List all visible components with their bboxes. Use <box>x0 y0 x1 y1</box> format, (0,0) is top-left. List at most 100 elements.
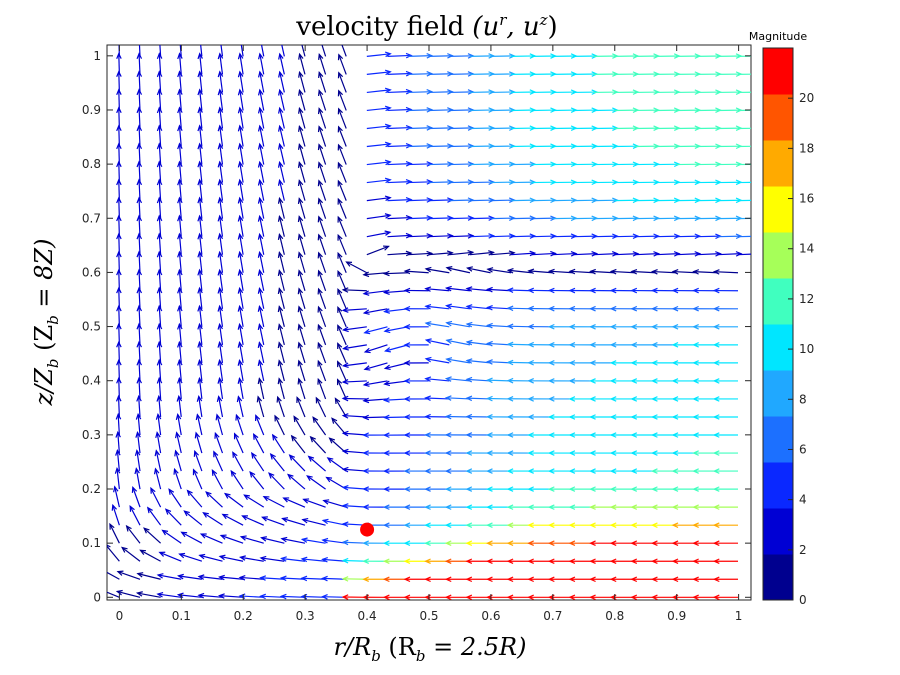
velocity-arrow <box>257 377 265 400</box>
velocity-arrow <box>217 52 224 75</box>
velocity-arrow <box>511 233 537 239</box>
velocity-arrow <box>277 196 285 219</box>
velocity-arrow <box>337 269 347 292</box>
x-tick-label: 0.9 <box>667 609 686 623</box>
velocity-arrow <box>445 303 471 310</box>
velocity-arrow <box>317 215 327 237</box>
velocity-arrow <box>293 415 306 436</box>
velocity-arrow <box>193 449 203 472</box>
velocity-arrow <box>262 495 285 508</box>
velocity-arrow <box>403 324 429 330</box>
velocity-arrow <box>260 45 265 57</box>
velocity-arrow <box>297 142 306 165</box>
velocity-arrow <box>317 377 327 400</box>
velocity-arrow <box>241 515 264 526</box>
velocity-arrow <box>213 450 224 472</box>
velocity-arrow <box>424 413 450 420</box>
velocity-arrow <box>387 106 413 113</box>
velocity-arrow <box>277 359 285 382</box>
colorbar-band <box>763 48 793 95</box>
velocity-arrow <box>366 177 392 184</box>
velocity-arrow <box>146 506 162 526</box>
y-tick-label: 0.7 <box>82 211 101 225</box>
velocity-arrow <box>257 106 265 129</box>
velocity-arrow <box>136 322 143 345</box>
velocity-arrow <box>197 286 203 309</box>
velocity-arrow <box>237 304 244 327</box>
colorbar-title: Magnitude <box>749 30 808 43</box>
velocity-arrow <box>387 214 413 221</box>
velocity-arrow <box>136 340 143 363</box>
velocity-arrow <box>317 179 327 201</box>
velocity-arrow <box>136 268 143 291</box>
velocity-arrow <box>150 486 162 508</box>
velocity-arrow <box>177 70 183 93</box>
velocity-arrow <box>197 88 203 111</box>
velocity-arrow <box>255 414 265 436</box>
velocity-arrow <box>197 592 223 599</box>
velocity-arrow <box>317 89 327 111</box>
velocity-arrow <box>362 271 388 278</box>
velocity-arrow <box>445 266 471 274</box>
colorbar-tick-label: 4 <box>799 493 807 507</box>
x-tick-label: 0.3 <box>296 609 315 623</box>
velocity-arrow <box>237 106 244 129</box>
velocity-arrow <box>609 268 635 275</box>
velocity-arrow <box>177 250 183 273</box>
velocity-arrow <box>156 52 163 75</box>
velocity-arrow <box>217 340 224 363</box>
velocity-arrow <box>321 45 327 57</box>
y-tick-label: 0.3 <box>82 428 101 442</box>
velocity-arrow <box>383 380 409 387</box>
velocity-arrow <box>317 233 327 255</box>
velocity-arrow <box>279 575 305 582</box>
velocity-arrow <box>277 251 285 273</box>
velocity-arrow <box>317 107 327 129</box>
velocity-arrow <box>159 45 162 57</box>
velocity-arrow <box>301 45 306 57</box>
velocity-arrow <box>297 359 306 382</box>
velocity-arrow <box>277 323 285 346</box>
y-tick-label: 0.4 <box>82 374 101 388</box>
velocity-arrow <box>676 251 702 257</box>
velocity-arrow <box>168 488 182 508</box>
velocity-arrow <box>366 230 392 238</box>
colorbar-band <box>763 324 793 371</box>
velocity-arrow <box>217 142 224 165</box>
velocity-arrow <box>527 268 553 275</box>
velocity-arrow <box>506 287 532 293</box>
velocity-arrow <box>301 517 326 526</box>
velocity-arrow <box>737 199 751 202</box>
velocity-arrow <box>297 323 306 346</box>
velocity-arrow <box>221 513 244 526</box>
velocity-arrow <box>737 73 751 76</box>
velocity-arrow <box>177 376 183 400</box>
y-tick-label: 0 <box>93 590 101 604</box>
velocity-arrow <box>136 160 143 183</box>
velocity-arrow <box>466 266 491 274</box>
velocity-arrow <box>197 574 223 580</box>
velocity-arrow <box>143 527 162 544</box>
velocity-arrow <box>136 88 143 111</box>
velocity-arrow <box>408 71 434 77</box>
x-tick-label: 0.8 <box>605 609 624 623</box>
colorbar-tick-label: 16 <box>799 192 814 206</box>
velocity-arrow <box>362 290 388 296</box>
x-tick-label: 0.4 <box>358 609 377 623</box>
colorbar-tick-label: 0 <box>799 593 807 607</box>
velocity-arrow <box>297 197 306 219</box>
velocity-arrow <box>506 267 532 274</box>
velocity-arrow <box>341 430 367 437</box>
velocity-arrow <box>197 160 203 183</box>
velocity-arrow <box>233 432 244 454</box>
velocity-arrow <box>136 124 143 147</box>
velocity-arrow <box>136 214 143 237</box>
velocity-arrow <box>387 52 413 59</box>
velocity-arrow <box>309 435 327 454</box>
velocity-arrow <box>387 124 413 131</box>
velocity-arrow <box>257 196 265 219</box>
velocity-arrow <box>237 70 244 93</box>
velocity-arrow <box>692 269 718 275</box>
velocity-arrow <box>195 413 203 436</box>
